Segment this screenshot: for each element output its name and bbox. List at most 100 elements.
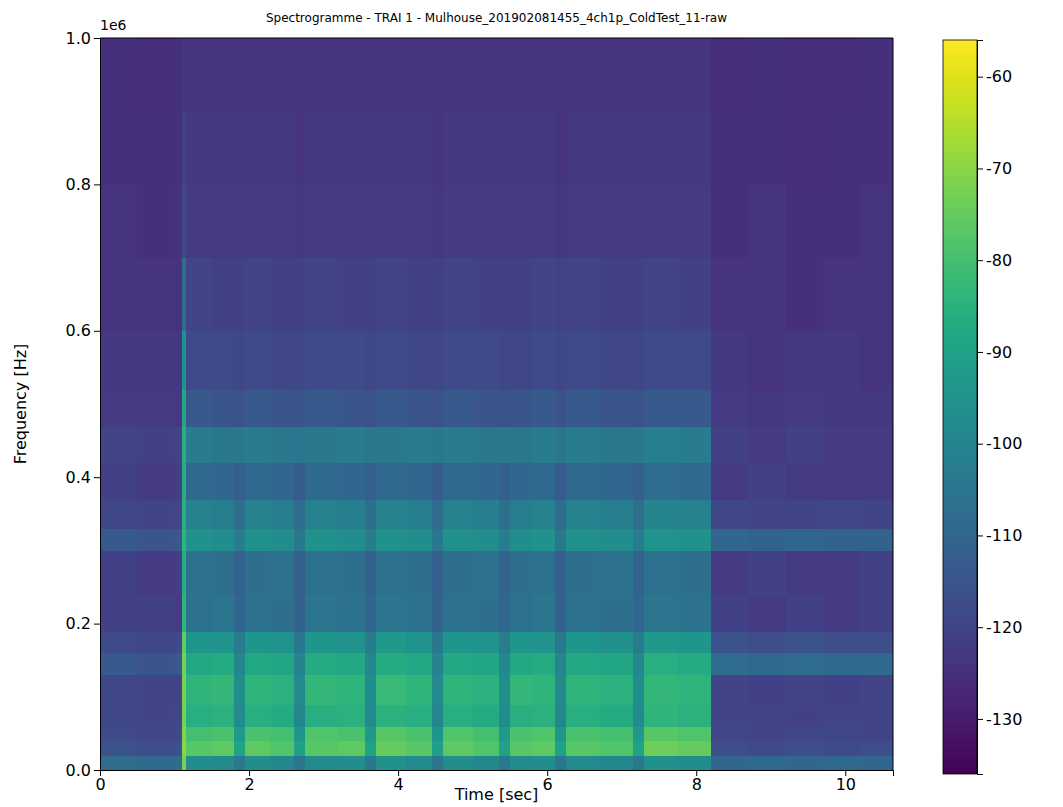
cell — [212, 675, 235, 705]
x-axis-title: Time [sec] — [454, 785, 539, 804]
tick-label: -90 — [986, 343, 1012, 362]
cell — [186, 426, 213, 463]
cell — [566, 755, 600, 770]
axis-line — [94, 39, 101, 771]
cell — [175, 550, 183, 595]
cell — [376, 111, 406, 185]
cell — [294, 653, 306, 676]
cell — [473, 631, 500, 654]
cell — [100, 463, 138, 500]
cell — [748, 741, 786, 756]
cell — [633, 675, 645, 705]
cell — [305, 528, 339, 551]
cell — [175, 704, 183, 727]
cell — [473, 528, 500, 551]
cell — [338, 111, 365, 185]
cell — [473, 258, 500, 332]
cell — [376, 463, 406, 500]
cell — [376, 726, 406, 741]
cell — [860, 653, 893, 676]
cell — [532, 258, 555, 332]
cell — [510, 726, 533, 741]
cell — [644, 741, 678, 756]
tick-mark — [94, 331, 100, 332]
cell — [294, 755, 306, 770]
cell — [294, 258, 306, 332]
tick-label: -120 — [986, 618, 1022, 637]
cell — [212, 111, 235, 185]
cell — [245, 631, 272, 654]
cell — [555, 331, 567, 390]
cell — [338, 631, 365, 654]
cell — [644, 631, 678, 654]
cell — [338, 726, 365, 741]
cell — [860, 426, 893, 463]
tick-mark — [94, 184, 100, 185]
cell — [406, 550, 433, 595]
cell — [532, 184, 555, 258]
cell — [271, 631, 294, 654]
cell — [644, 675, 678, 705]
cell — [376, 528, 406, 551]
cell — [566, 463, 600, 500]
cell — [711, 389, 749, 426]
cell — [182, 38, 186, 112]
cell — [510, 741, 533, 756]
cell — [186, 755, 213, 770]
cell — [633, 755, 645, 770]
cell — [473, 331, 500, 390]
cell — [245, 704, 272, 727]
cell — [499, 726, 511, 741]
title: Spectrogramme - TRAI 1 - Mulhouse_201902… — [266, 11, 727, 25]
cell — [443, 653, 473, 676]
cell — [644, 111, 678, 185]
cell — [376, 594, 406, 631]
cell — [137, 741, 175, 756]
cell — [443, 741, 473, 756]
cell — [175, 594, 183, 631]
cell — [860, 258, 893, 332]
cell — [748, 675, 786, 705]
cell — [599, 258, 633, 332]
cell — [137, 594, 175, 631]
cell — [212, 38, 235, 112]
cell — [748, 594, 786, 631]
cell — [786, 331, 824, 390]
cell — [365, 184, 377, 258]
cell — [234, 184, 246, 258]
cell — [566, 184, 600, 258]
cell — [510, 755, 533, 770]
cell — [510, 463, 533, 500]
cell — [633, 528, 645, 551]
cell — [532, 741, 555, 756]
cell — [376, 704, 406, 727]
cell — [555, 463, 567, 500]
cell — [365, 499, 377, 529]
cell — [499, 258, 511, 332]
cell — [499, 653, 511, 676]
cell — [234, 741, 246, 756]
cell — [510, 675, 533, 705]
colorbar-tick: -70 — [977, 159, 1012, 178]
frame-top — [100, 38, 893, 39]
cell — [212, 550, 235, 595]
cell — [566, 726, 600, 741]
cell — [432, 704, 444, 727]
cell — [100, 426, 138, 463]
cell — [182, 550, 186, 595]
cell — [137, 726, 175, 741]
cell — [678, 528, 712, 551]
cell — [678, 499, 712, 529]
cell — [212, 331, 235, 390]
cell — [175, 631, 183, 654]
cell — [365, 653, 377, 676]
cell — [294, 463, 306, 500]
cell — [786, 184, 824, 258]
cell — [432, 594, 444, 631]
cell — [473, 653, 500, 676]
cell — [823, 704, 861, 727]
cell — [338, 550, 365, 595]
cell — [175, 258, 183, 332]
cell — [532, 726, 555, 741]
cell — [271, 704, 294, 727]
